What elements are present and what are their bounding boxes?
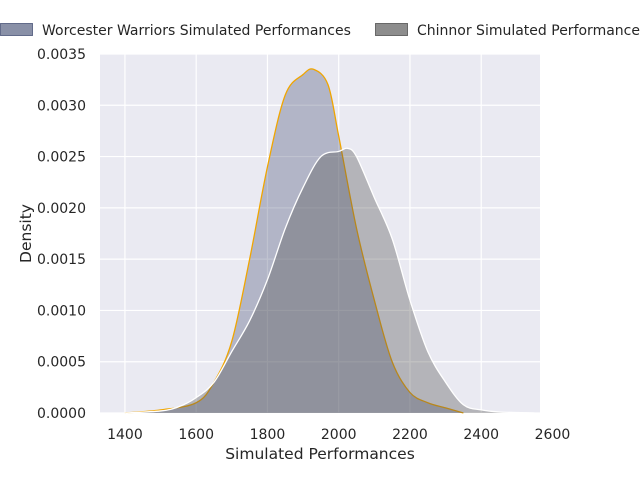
y-axis-label: Density — [17, 204, 35, 263]
plot-area — [100, 54, 540, 413]
y-tick-label: 0.0000 — [37, 406, 86, 422]
x-tick-label: 2600 — [535, 427, 571, 443]
series-1-area — [124, 68, 464, 414]
x-tick-label: 1600 — [178, 427, 214, 443]
y-tick-label: 0.0015 — [37, 252, 86, 268]
legend-swatch — [375, 23, 408, 36]
y-tick-label: 0.0020 — [37, 201, 86, 217]
x-tick-label: 2200 — [392, 427, 428, 443]
y-tick-label: 0.0010 — [37, 303, 86, 319]
x-axis-label: Simulated Performances — [225, 445, 415, 463]
legend: Worcester Warriors Simulated Performance… — [0, 23, 640, 39]
series-2-area — [124, 148, 535, 413]
x-tick-label: 2400 — [463, 427, 499, 443]
x-tick-label: 1800 — [250, 427, 286, 443]
y-axis-ticks: 0.0000 0.0005 0.0010 0.0015 0.0020 0.0025 0.00… — [37, 47, 86, 422]
grid-lines — [100, 53, 554, 414]
y-tick-label: 0.0025 — [37, 150, 86, 166]
legend-label: Chinnor Simulated Performances — [417, 23, 640, 39]
y-tick-label: 0.0035 — [37, 47, 86, 63]
x-tick-label: 1400 — [107, 427, 143, 443]
legend-label: Worcester Warriors Simulated Performance… — [42, 23, 351, 39]
legend-swatch — [0, 23, 33, 36]
x-axis-ticks: 1400 1600 1800 2000 2200 2400 2600 — [107, 427, 570, 443]
y-tick-label: 0.0030 — [37, 98, 86, 114]
x-tick-label: 2000 — [321, 427, 357, 443]
y-tick-label: 0.0005 — [37, 355, 86, 371]
density-areas — [124, 68, 535, 414]
series-2-line — [124, 147, 535, 414]
